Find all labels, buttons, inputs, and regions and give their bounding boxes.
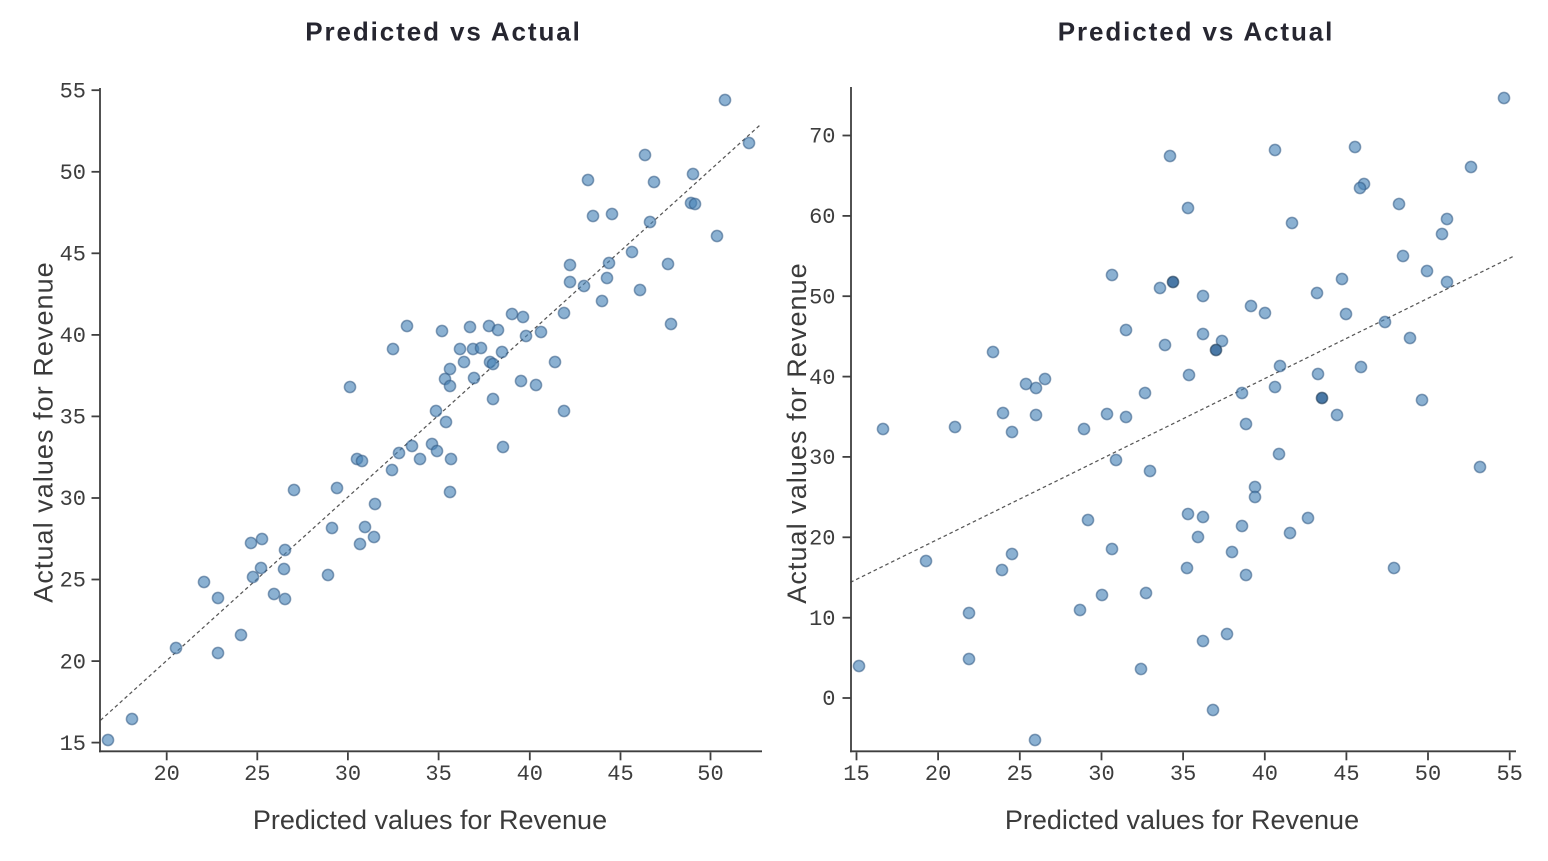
svg-text:Predicted vs Actual: Predicted vs Actual xyxy=(305,17,581,47)
svg-text:10: 10 xyxy=(809,607,835,632)
svg-text:40: 40 xyxy=(809,366,835,391)
svg-text:55: 55 xyxy=(1496,762,1522,787)
svg-text:50: 50 xyxy=(60,161,86,186)
svg-text:40: 40 xyxy=(517,762,543,787)
svg-text:25: 25 xyxy=(244,762,270,787)
svg-text:35: 35 xyxy=(1170,762,1196,787)
svg-text:Predicted vs Actual: Predicted vs Actual xyxy=(1058,17,1334,47)
svg-text:45: 45 xyxy=(1333,762,1359,787)
svg-text:45: 45 xyxy=(607,762,633,787)
svg-text:20: 20 xyxy=(153,762,179,787)
svg-text:Actual values for Revenue: Actual values for Revenue xyxy=(29,261,59,602)
svg-text:20: 20 xyxy=(809,527,835,552)
svg-text:15: 15 xyxy=(60,732,86,757)
svg-text:55: 55 xyxy=(60,79,86,104)
svg-text:Actual values for Revenue: Actual values for Revenue xyxy=(782,262,812,603)
svg-text:40: 40 xyxy=(60,324,86,349)
svg-text:50: 50 xyxy=(1415,762,1441,787)
svg-text:45: 45 xyxy=(60,243,86,268)
svg-text:30: 30 xyxy=(60,487,86,512)
svg-text:30: 30 xyxy=(335,762,361,787)
svg-text:30: 30 xyxy=(809,446,835,471)
svg-text:40: 40 xyxy=(1252,762,1278,787)
svg-text:0: 0 xyxy=(822,687,835,712)
svg-text:Predicted values for Revenue: Predicted values for Revenue xyxy=(253,805,607,835)
svg-text:Predicted values for Revenue: Predicted values for Revenue xyxy=(1005,805,1359,835)
svg-text:20: 20 xyxy=(925,762,951,787)
svg-text:70: 70 xyxy=(809,125,835,150)
svg-text:30: 30 xyxy=(1088,762,1114,787)
svg-text:50: 50 xyxy=(697,762,723,787)
svg-text:20: 20 xyxy=(60,650,86,675)
svg-text:15: 15 xyxy=(843,762,869,787)
svg-text:50: 50 xyxy=(809,285,835,310)
svg-text:60: 60 xyxy=(809,205,835,230)
svg-text:25: 25 xyxy=(60,569,86,594)
svg-text:35: 35 xyxy=(60,406,86,431)
svg-text:35: 35 xyxy=(425,762,451,787)
svg-text:25: 25 xyxy=(1007,762,1033,787)
